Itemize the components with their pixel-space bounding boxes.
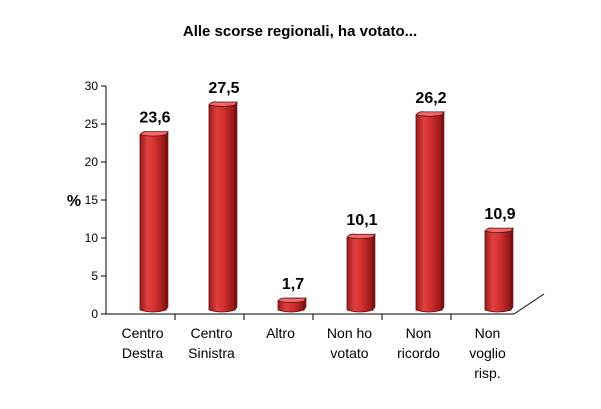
axes: [105, 86, 545, 320]
bar-body: [415, 114, 443, 313]
category-label: Non: [475, 325, 501, 341]
bar-body: [484, 230, 512, 313]
y-ticks: 0 5 10 15 20 25 30: [85, 79, 106, 321]
bar-top: [484, 227, 514, 234]
category-label: Destra: [122, 345, 163, 361]
bars: [139, 101, 514, 313]
data-label: 1,7: [282, 276, 304, 293]
data-label: 23,6: [139, 110, 170, 127]
bar: [277, 297, 307, 313]
bar-body: [208, 104, 236, 313]
category-label: ricordo: [397, 345, 440, 361]
bar-side: [234, 101, 238, 311]
x-axis-depth-line: [513, 293, 545, 315]
y-tick-label: 25: [85, 117, 99, 131]
category-label: risp.: [474, 365, 500, 381]
category-label: votato: [330, 345, 368, 361]
bar-body: [139, 134, 167, 313]
bar-top: [346, 233, 376, 240]
y-tick-label: 15: [85, 193, 99, 207]
bar: [346, 233, 376, 313]
bar: [139, 130, 169, 313]
y-tick-label: 10: [85, 231, 99, 245]
data-label: 10,1: [346, 212, 377, 229]
bar-side: [165, 130, 169, 311]
bar-top: [139, 131, 169, 137]
bar-side: [372, 233, 376, 311]
y-tick-label: 20: [85, 155, 99, 169]
category-label: Sinistra: [188, 345, 235, 361]
bar-top: [208, 101, 238, 107]
chart-title: Alle scorse regionali, ha votato...: [183, 23, 417, 40]
bar-side: [441, 110, 445, 311]
category-label: Altro: [266, 325, 295, 341]
data-label: 26,2: [415, 90, 446, 107]
y-tick-label: 30: [85, 79, 99, 93]
bar-top: [415, 111, 445, 117]
bar: [208, 101, 238, 313]
bar-side: [510, 227, 514, 311]
data-labels: 23,6 27,5 1,7 10,1 26,2 10,9: [139, 80, 515, 293]
y-tick-label: 0: [91, 307, 98, 321]
data-label: 10,9: [484, 206, 515, 223]
category-label: Centro: [121, 325, 163, 341]
bar: [415, 110, 445, 313]
category-label: Centro: [190, 325, 232, 341]
category-label: Non: [406, 325, 432, 341]
category-label: Non ho: [327, 325, 372, 341]
bar: [484, 227, 514, 313]
bar-side: [303, 297, 307, 311]
data-label: 27,5: [208, 80, 239, 97]
bar-body: [346, 236, 374, 313]
bar-top: [277, 297, 307, 303]
category-label: voglio: [469, 345, 506, 361]
y-axis-label: %: [67, 193, 81, 210]
y-tick-label: 5: [91, 269, 98, 283]
category-labels: Centro Destra Centro Sinistra Altro Non ho vot…: [121, 325, 506, 381]
